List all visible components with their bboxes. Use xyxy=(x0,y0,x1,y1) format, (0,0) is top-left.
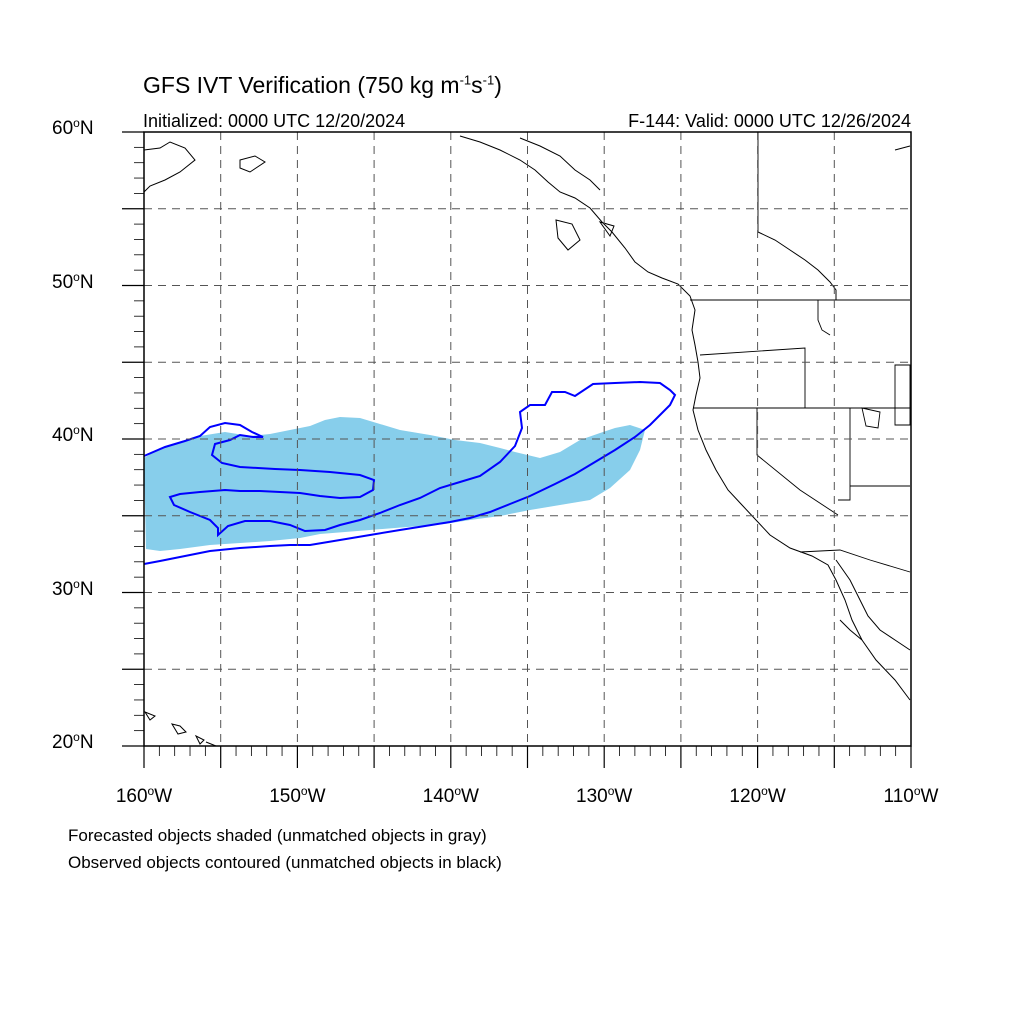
degree-symbol: o xyxy=(73,269,80,284)
degree-symbol: o xyxy=(73,730,80,744)
footnote-forecast: Forecasted objects shaded (unmatched obj… xyxy=(68,826,487,845)
init-time-label: Initialized: 0000 UTC 12/20/2024 xyxy=(143,111,406,131)
figure-title: GFS IVT Verification (750 kg m-1s-1) xyxy=(143,72,502,98)
degree-symbol: o xyxy=(913,784,921,798)
lat-label-40: 40oN xyxy=(52,423,94,446)
lat-label-30: 30oN xyxy=(52,576,94,600)
observed-ivt-contour xyxy=(143,380,677,565)
lon-label-120: 120oW xyxy=(729,784,786,807)
degree-symbol: o xyxy=(454,784,462,798)
degree-symbol: o xyxy=(73,576,80,591)
axis-ticks xyxy=(122,131,912,768)
map-frame xyxy=(143,131,912,747)
degree-symbol: o xyxy=(300,784,308,798)
footnote-observed: Observed objects contoured (unmatched ob… xyxy=(68,853,502,872)
degree-symbol: o xyxy=(147,784,155,798)
degree-symbol: o xyxy=(761,784,768,798)
political-borders xyxy=(690,132,911,573)
lat-lon-grid xyxy=(144,132,911,746)
degree-symbol: o xyxy=(73,423,80,437)
lat-label-60: 60oN xyxy=(52,116,94,139)
degree-symbol: o xyxy=(607,784,615,798)
lon-label-150: 150oW xyxy=(269,784,326,807)
degree-symbol: o xyxy=(73,116,80,130)
lat-label-20: 20oN xyxy=(52,730,94,753)
lon-label-110: 110oW xyxy=(883,784,939,807)
forecast-ivt-object xyxy=(144,417,645,551)
lat-label-50: 50oN xyxy=(52,269,94,293)
lon-label-140: 140oW xyxy=(422,784,479,807)
valid-time-label: F-144: Valid: 0000 UTC 12/26/2024 xyxy=(628,111,911,131)
lon-label-130: 130oW xyxy=(576,784,633,807)
lon-label-160: 160oW xyxy=(115,784,173,807)
